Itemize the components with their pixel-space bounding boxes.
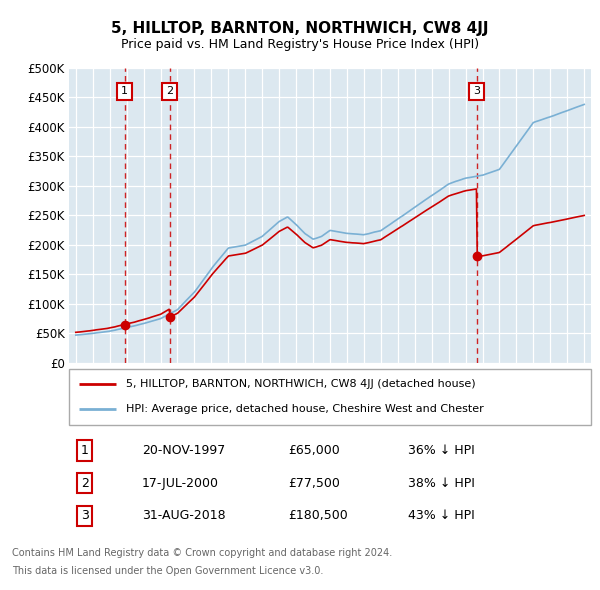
Text: 5, HILLTOP, BARNTON, NORTHWICH, CW8 4JJ (detached house): 5, HILLTOP, BARNTON, NORTHWICH, CW8 4JJ …	[127, 379, 476, 389]
Text: 38% ↓ HPI: 38% ↓ HPI	[409, 477, 475, 490]
Text: 31-AUG-2018: 31-AUG-2018	[142, 509, 226, 522]
Text: Contains HM Land Registry data © Crown copyright and database right 2024.: Contains HM Land Registry data © Crown c…	[12, 548, 392, 558]
Text: Price paid vs. HM Land Registry's House Price Index (HPI): Price paid vs. HM Land Registry's House …	[121, 38, 479, 51]
Text: 3: 3	[81, 509, 89, 522]
Text: 2: 2	[166, 87, 173, 96]
Text: 36% ↓ HPI: 36% ↓ HPI	[409, 444, 475, 457]
Text: HPI: Average price, detached house, Cheshire West and Chester: HPI: Average price, detached house, Ches…	[127, 404, 484, 414]
Text: 17-JUL-2000: 17-JUL-2000	[142, 477, 219, 490]
Text: 43% ↓ HPI: 43% ↓ HPI	[409, 509, 475, 522]
Text: 1: 1	[81, 444, 89, 457]
Text: £77,500: £77,500	[288, 477, 340, 490]
Text: This data is licensed under the Open Government Licence v3.0.: This data is licensed under the Open Gov…	[12, 566, 323, 576]
Text: 5, HILLTOP, BARNTON, NORTHWICH, CW8 4JJ: 5, HILLTOP, BARNTON, NORTHWICH, CW8 4JJ	[111, 21, 489, 35]
Text: £65,000: £65,000	[288, 444, 340, 457]
Text: 2: 2	[81, 477, 89, 490]
Text: 20-NOV-1997: 20-NOV-1997	[142, 444, 226, 457]
Text: 1: 1	[121, 87, 128, 96]
FancyBboxPatch shape	[69, 369, 591, 425]
Text: £180,500: £180,500	[288, 509, 348, 522]
Text: 3: 3	[473, 87, 480, 96]
